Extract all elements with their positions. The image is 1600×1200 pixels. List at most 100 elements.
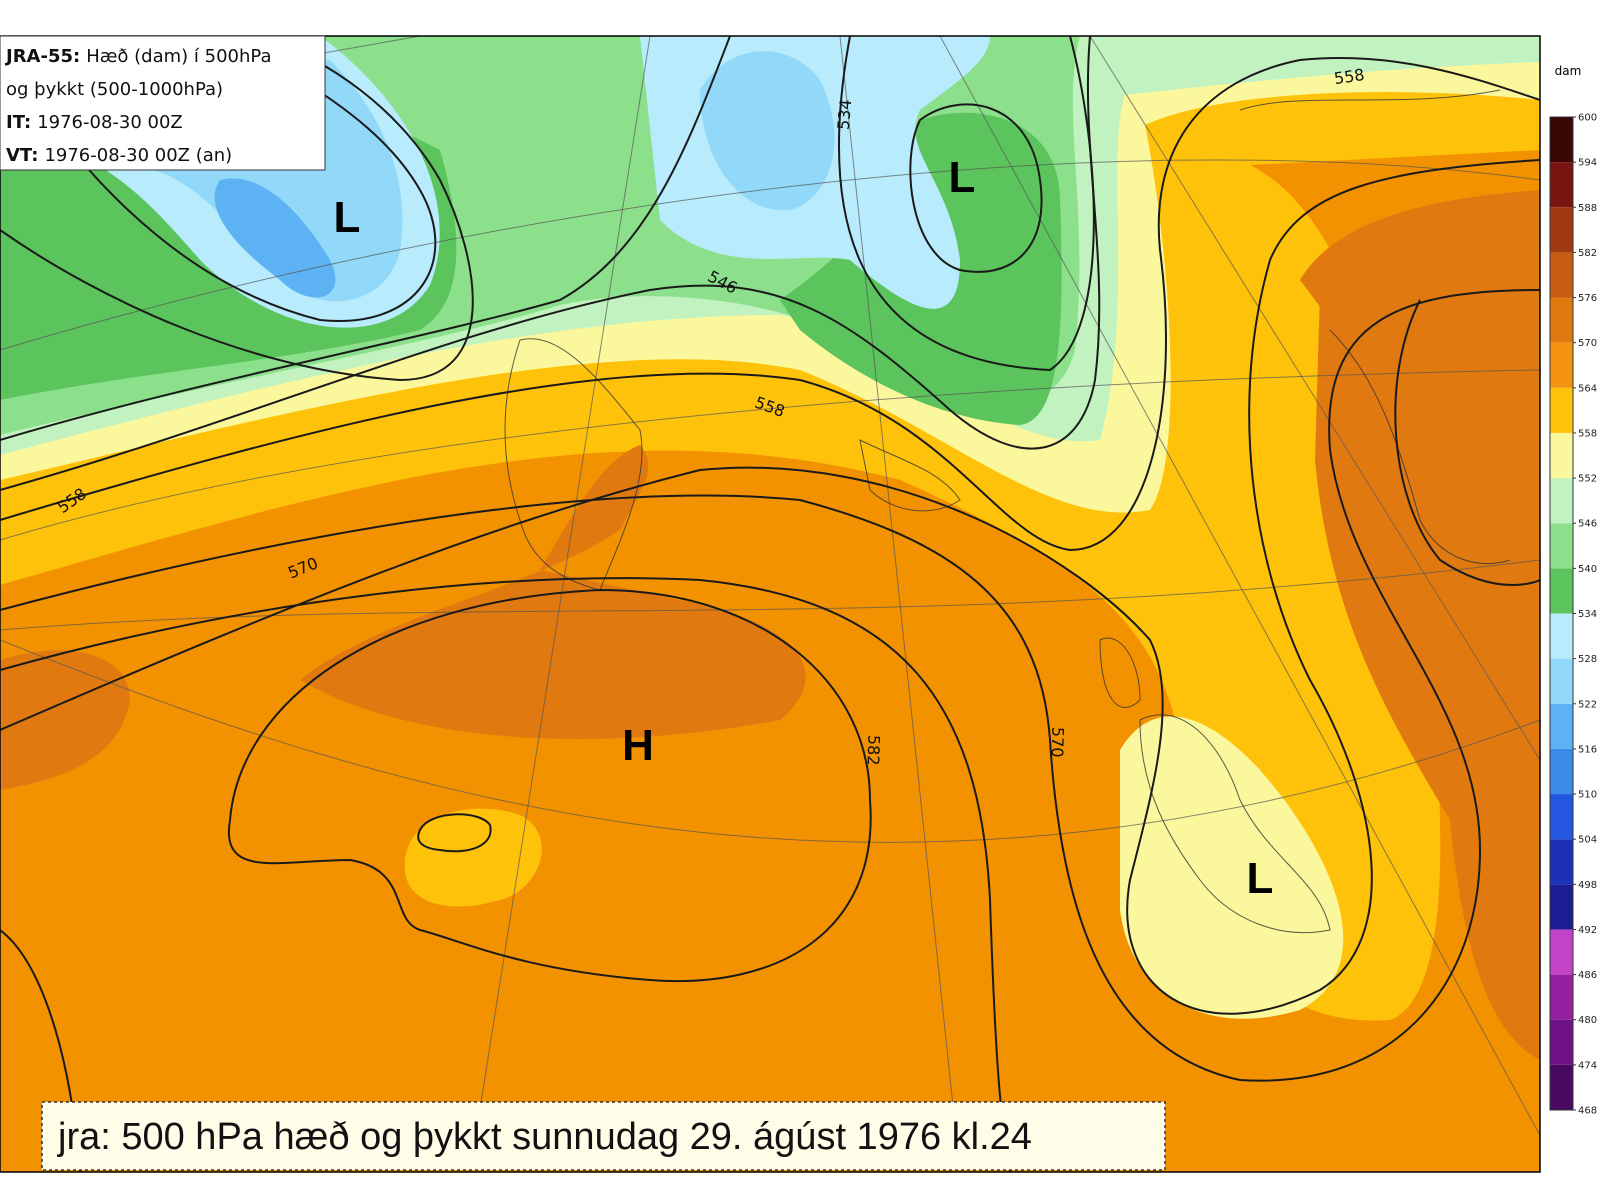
pressure-system: H (622, 721, 654, 770)
info-text: 1976-08-30 00Z (an) (44, 145, 232, 166)
colorbar-tick-label: 540 (1578, 564, 1597, 575)
info-text: 1976-08-30 00Z (37, 112, 183, 133)
contour-line (838, 36, 1095, 372)
field-dark-orange (300, 445, 806, 740)
info-label: JRA-55: (4, 46, 80, 67)
colorbar-band (1550, 839, 1573, 885)
map-frame (0, 35, 1541, 1173)
contour-line (0, 36, 731, 441)
colorbar-band (1550, 252, 1573, 298)
contour-line (417, 813, 492, 853)
colorbar-band (1550, 342, 1573, 388)
colorbar-unit: dam (1555, 64, 1582, 78)
info-box: JRA-55: Hæð (dam) í 500hPa og þykkt (500-1… (0, 35, 326, 171)
contour-line (0, 577, 1011, 1172)
info-label: VT: (6, 145, 38, 166)
field-deep-blue (214, 178, 336, 298)
contour-line (0, 36, 474, 382)
colorbar-tick-label: 552 (1578, 474, 1597, 485)
colorbar-band (1550, 703, 1573, 749)
colorbar-tick-label: 528 (1578, 654, 1597, 665)
info-line: JRA-55: Hæð (dam) í 500hPa (4, 46, 271, 67)
contour-line (0, 57, 1540, 552)
grid-line (839, 36, 961, 1172)
colorbar-tick-label: 504 (1578, 835, 1597, 846)
pressure-system: L (1247, 854, 1274, 903)
contour-line (227, 588, 872, 982)
coastline (1099, 637, 1141, 708)
colorbar-tick-label: 522 (1578, 699, 1597, 710)
contour-line (0, 289, 1540, 1082)
colorbar-band (1550, 1064, 1573, 1110)
colorbar: dam 468 474 480 486 492 498 504 510 516 522 528 534… (1549, 64, 1597, 1117)
coastline (1239, 89, 1511, 565)
colorbar-band (1550, 523, 1573, 569)
colorbar-tick-label: 510 (1578, 790, 1597, 801)
info-line: IT: 1976-08-30 00Z (6, 112, 183, 133)
contour-line (0, 36, 1101, 491)
colorbar-band (1550, 974, 1573, 1020)
grid-line (0, 159, 1540, 351)
colorbar-band (1550, 794, 1573, 840)
info-line: og þykkt (500-1000hPa) (6, 79, 223, 100)
colorbar-tick-label: 558 (1578, 428, 1597, 439)
caption: jra: 500 hPa hæð og þykkt sunnudag 29. á… (57, 1116, 1032, 1158)
colorbar-band (1550, 387, 1573, 433)
colorbar-tick-label: 468 (1578, 1106, 1597, 1117)
colorbar-band (1550, 432, 1573, 479)
colorbar-tick-label: 564 (1578, 383, 1597, 394)
field-pale-yellow (1120, 716, 1344, 1019)
colorbar-band (1550, 884, 1573, 930)
colorbar-tick-label: 570 (1578, 338, 1597, 349)
coastline (1139, 714, 1331, 934)
grid-line (0, 639, 1540, 843)
colorbar-tick-label: 492 (1578, 925, 1597, 936)
contour-label: 534 (834, 98, 856, 130)
field-dark-orange (1300, 190, 1540, 320)
info-line: VT: 1976-08-30 00Z (an) (6, 145, 232, 166)
colorbar-tick-label: 588 (1578, 203, 1597, 214)
coastline (859, 439, 961, 512)
colorbar-band (1550, 162, 1573, 208)
contour-label: 558 (1333, 65, 1366, 88)
colorbar-tick-label: 498 (1578, 880, 1597, 891)
colorbar-band (1550, 117, 1573, 163)
colorbar-band (1550, 748, 1573, 795)
contour-label: 582 (863, 735, 883, 766)
map (0, 36, 1540, 1172)
grid-line (939, 36, 1540, 1137)
info-text: Hæð (dam) í 500hPa (86, 46, 271, 67)
colorbar-tick-label: 534 (1578, 609, 1597, 620)
pressure-system: L (949, 153, 976, 202)
colorbar-tick-label: 474 (1578, 1060, 1597, 1071)
grid-line (469, 36, 651, 1172)
colorbar-tick-label: 582 (1578, 248, 1597, 259)
colorbar-band (1550, 478, 1573, 524)
field-yellow-orange (404, 808, 542, 907)
contour-line (0, 159, 1540, 1015)
caption-box: jra: 500 hPa hæð og þykkt sunnudag 29. á… (41, 1101, 1166, 1171)
info-label: IT: (6, 112, 31, 133)
colorbar-band (1550, 1019, 1573, 1065)
colorbar-tick-label: 594 (1578, 158, 1597, 169)
colorbar-tick-label: 576 (1578, 293, 1597, 304)
field-dark-orange (0, 650, 130, 790)
caption-frame (41, 1101, 1166, 1171)
colorbar-band (1550, 297, 1573, 343)
field-dark-orange (1315, 240, 1540, 1060)
info-box-frame (0, 35, 326, 171)
colorbar-tick-label: 516 (1578, 744, 1597, 755)
colorbar-tick-label: 480 (1578, 1015, 1597, 1026)
colorbar-tick-label: 546 (1578, 519, 1597, 530)
colorbar-tick-label: 486 (1578, 970, 1597, 981)
grid-line (0, 369, 1540, 541)
colorbar-band (1550, 658, 1573, 704)
contour-line (19, 36, 437, 322)
contour-label: 570 (1047, 727, 1067, 758)
colorbar-band (1550, 207, 1573, 253)
field-blue (700, 51, 835, 211)
colorbar-band (1550, 568, 1573, 614)
colorbar-band (1550, 613, 1573, 659)
contour-line (909, 103, 1043, 273)
